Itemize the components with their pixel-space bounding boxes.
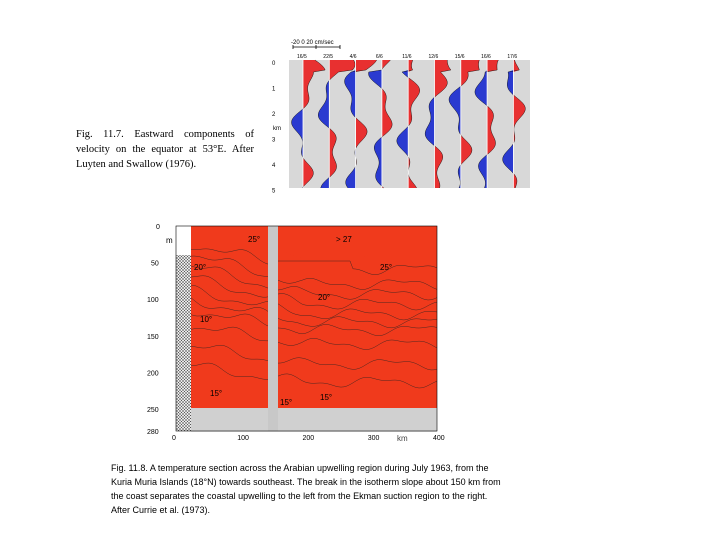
profile-date-4: 11/6 <box>402 54 412 60</box>
data-gap-gray-bar <box>268 226 278 431</box>
velocity-profile-2 <box>344 59 377 189</box>
velocity-curve-0 <box>291 59 326 189</box>
profile-date-7: 16/6 <box>481 54 491 60</box>
isotherm-line-6 <box>190 297 438 329</box>
isotherm-line-5 <box>190 284 438 321</box>
velocity-profile-6 <box>448 59 480 189</box>
section-frame <box>175 225 438 432</box>
isotherm-label-8: 15° <box>320 393 332 402</box>
east-velocity-fill-1 <box>329 60 356 188</box>
west-velocity-fill-5 <box>425 60 435 188</box>
depth-tick-150: 150 <box>147 334 159 341</box>
velocity-curve-6 <box>448 59 480 189</box>
depth-tick-4: 4 <box>272 163 276 169</box>
velocity-scale-bar <box>292 45 341 49</box>
velocity-curve-5 <box>424 59 452 189</box>
isotherm-line-4 <box>190 275 438 311</box>
depth-tick-0: 0 <box>156 224 160 231</box>
depth-tick-100: 100 <box>147 297 159 304</box>
coast-land-hatch <box>176 255 191 431</box>
profile-date-5: 12/6 <box>429 54 439 60</box>
west-velocity-fill-2 <box>344 60 356 188</box>
warm-core-dome <box>282 226 380 259</box>
west-velocity-fill-3 <box>368 60 382 188</box>
figure-11-7-caption: Fig. 11.7. Eastward components of veloci… <box>76 129 254 170</box>
isotherm-line-9 <box>190 345 438 371</box>
isotherm-label-2: 20° <box>194 263 206 272</box>
isotherm-label-4: 20° <box>318 293 330 302</box>
depth-tick-3: 3 <box>272 138 276 144</box>
distance-tick-300: 300 <box>368 435 380 442</box>
depth-unit-m: m <box>166 236 173 245</box>
east-velocity-fill-6 <box>460 60 480 188</box>
west-velocity-fill-4 <box>396 60 409 188</box>
isotherm-line-10 <box>190 362 438 389</box>
profile-date-6: 15/6 <box>455 54 465 60</box>
depth-tick-280: 280 <box>147 429 159 436</box>
isotherm-label-5: 10° <box>200 315 212 324</box>
velocity-curve-1 <box>318 59 356 189</box>
velocity-profile-5 <box>424 59 452 189</box>
west-velocity-fill-0 <box>291 60 303 188</box>
isotherm-label-6: 15° <box>210 389 222 398</box>
depth-tick-5: 5 <box>272 189 276 195</box>
profile-date-8: 17/6 <box>507 54 517 60</box>
figure-11-8-caption: Fig. 11.8. A temperature section across … <box>111 463 501 515</box>
profile-date-3: 6/6 <box>376 54 383 60</box>
isotherm-label-7: 15° <box>280 398 292 407</box>
isotherm-line-1 <box>190 248 438 275</box>
velocity-scale-label: -20 0 20 cm/sec <box>291 40 334 46</box>
profile-date-1: 22/5 <box>323 54 333 60</box>
depth-unit-label: km <box>273 126 281 132</box>
isotherm-label-1: > 27 <box>336 235 352 244</box>
bottom-gray-region <box>191 408 437 431</box>
velocity-profile-1 <box>318 59 356 189</box>
distance-tick-200: 200 <box>303 435 315 442</box>
isotherm-label-3: 25° <box>380 263 392 272</box>
velocity-curve-8 <box>502 59 526 189</box>
profile-date-0: 16/5 <box>297 54 307 60</box>
distance-tick-100: 100 <box>237 435 249 442</box>
velocity-profile-7 <box>474 59 499 189</box>
east-velocity-fill-5 <box>434 60 451 188</box>
temp-band-0 <box>191 226 437 431</box>
distance-unit-km: km <box>397 434 408 443</box>
west-velocity-fill-7 <box>474 60 488 188</box>
depth-tick-50: 50 <box>151 261 159 268</box>
depth-tick-200: 200 <box>147 370 159 377</box>
profile-date-2: 4/6 <box>350 54 357 60</box>
east-velocity-fill-2 <box>355 60 377 188</box>
west-velocity-fill-8 <box>502 60 514 188</box>
west-velocity-fill-6 <box>448 60 461 188</box>
east-velocity-fill-0 <box>303 60 326 188</box>
depth-tick-2: 2 <box>272 112 276 118</box>
velocity-profile-4 <box>396 59 420 189</box>
isotherm-line-2 <box>190 255 438 290</box>
distance-tick-400: 400 <box>433 435 445 442</box>
isotherm-line-3 <box>190 265 438 301</box>
depth-tick-250: 250 <box>147 407 159 414</box>
east-velocity-fill-7 <box>487 60 499 188</box>
velocity-profile-8 <box>502 59 526 189</box>
velocity-profile-3 <box>368 59 393 189</box>
isotherm-line-8 <box>190 326 438 350</box>
east-velocity-fill-4 <box>408 60 420 188</box>
velocity-curve-4 <box>396 59 420 189</box>
depth-tick-1: 1 <box>272 87 276 93</box>
velocity-curve-3 <box>368 59 393 189</box>
distance-tick-0: 0 <box>172 435 176 442</box>
figure-11-7-velocity-profiles: -20 0 20 cm/sec 0 1 2 3 4 5 km 16/5 22/5 4/6 6/6… <box>272 40 530 195</box>
isotherm-label-0: 25° <box>248 235 260 244</box>
velocity-profile-0 <box>291 59 326 189</box>
velocity-curve-7 <box>474 59 499 189</box>
depth-tick-0: 0 <box>272 61 276 67</box>
isotherm-line-7 <box>190 313 438 336</box>
